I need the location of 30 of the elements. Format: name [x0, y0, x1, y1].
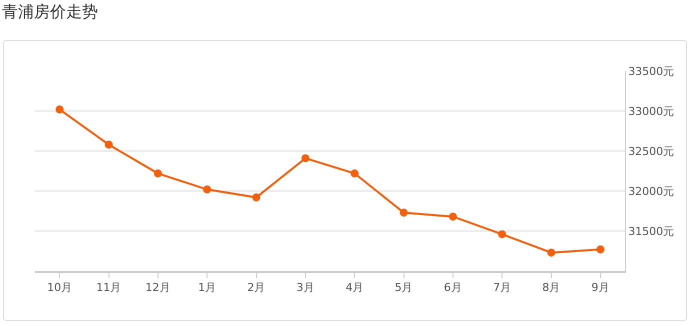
- y-tick-label: 32500元: [628, 144, 674, 158]
- point: [596, 245, 604, 254]
- point: [56, 105, 64, 114]
- point: [104, 140, 113, 149]
- x-tick-label: 11月: [96, 281, 122, 294]
- x-tick-label: 1月: [198, 281, 216, 294]
- y-tick-label: 33000元: [628, 104, 674, 118]
- point: [350, 169, 359, 178]
- point: [547, 248, 556, 257]
- x-tick-label: 12月: [145, 281, 170, 294]
- x-tick-label: 7月: [493, 281, 512, 294]
- x-tick-label: 6月: [444, 281, 462, 294]
- y-tick-label: 31500元: [628, 224, 674, 238]
- point: [400, 208, 408, 217]
- x-tick-label: 3月: [296, 281, 314, 294]
- point: [301, 154, 310, 162]
- point: [203, 185, 212, 194]
- x-tick-label: 2月: [247, 281, 266, 294]
- point: [252, 193, 260, 202]
- point: [154, 169, 162, 178]
- x-tick-label: 10月: [47, 281, 72, 294]
- x-tick-label: 9月: [591, 281, 610, 294]
- x-tick-label: 5月: [394, 281, 413, 294]
- chart-title: 青浦房价走势: [2, 2, 98, 23]
- x-tick-label: 8月: [542, 281, 560, 294]
- point: [498, 230, 506, 238]
- y-tick-label: 32000元: [628, 184, 674, 198]
- y-tick-label: 33500元: [628, 64, 674, 78]
- x-tick-label: 4月: [346, 281, 364, 294]
- point: [448, 212, 457, 221]
